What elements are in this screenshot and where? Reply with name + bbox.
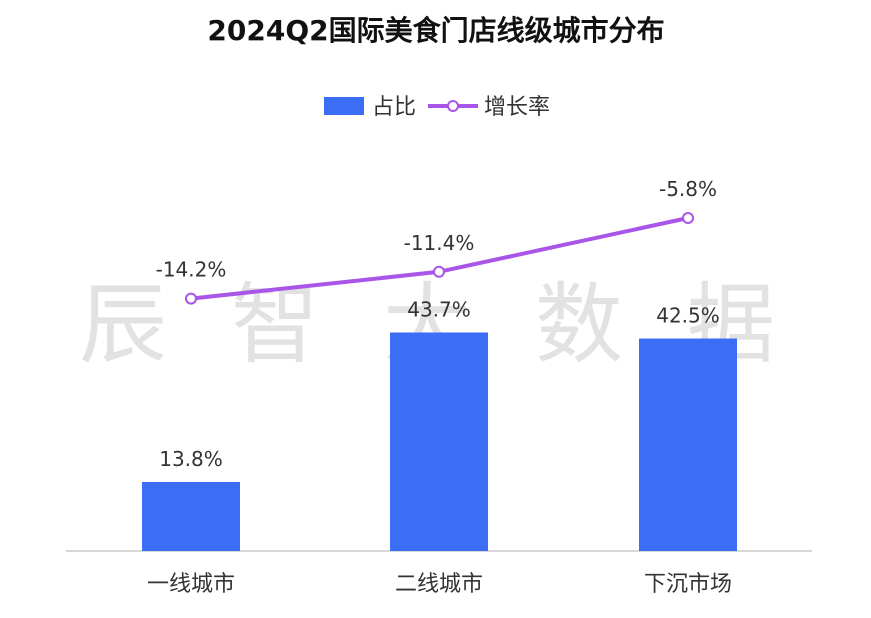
legend-swatch-share <box>324 97 364 115</box>
x-tick-label-3: 下沉市场 <box>644 572 732 597</box>
growth-point-1 <box>185 292 197 305</box>
legend: 占比 增长率 <box>324 95 550 120</box>
growth-label-3: -5.8% <box>659 177 717 201</box>
bar-1 <box>142 482 240 551</box>
growth-points <box>185 212 694 305</box>
legend-label-share: 占比 <box>372 95 416 120</box>
bar-label-1: 13.8% <box>159 447 223 471</box>
growth-label-1: -14.2% <box>156 258 227 282</box>
chart-title: 2024Q2国际美食门店线级城市分布 <box>207 14 664 47</box>
x-tick-label-2: 二线城市 <box>395 572 483 597</box>
bar-series <box>142 332 737 551</box>
growth-point-3 <box>682 212 694 224</box>
legend-label-growth: 增长率 <box>484 95 550 120</box>
bar-label-3: 42.5% <box>656 304 720 328</box>
bar-label-2: 43.7% <box>407 298 471 322</box>
bar-data-labels: 13.8% 43.7% 42.5% <box>159 298 720 472</box>
bar-3 <box>639 338 737 551</box>
growth-data-labels: -14.2% -11.4% -5.8% <box>156 177 717 282</box>
bar-2 <box>390 332 488 551</box>
x-tick-label-1: 一线城市 <box>147 572 235 597</box>
growth-label-2: -11.4% <box>404 231 475 255</box>
growth-point-2 <box>433 265 445 278</box>
legend-marker-growth <box>447 100 459 112</box>
x-axis-tick-labels: 一线城市 二线城市 下沉市场 <box>147 572 732 597</box>
